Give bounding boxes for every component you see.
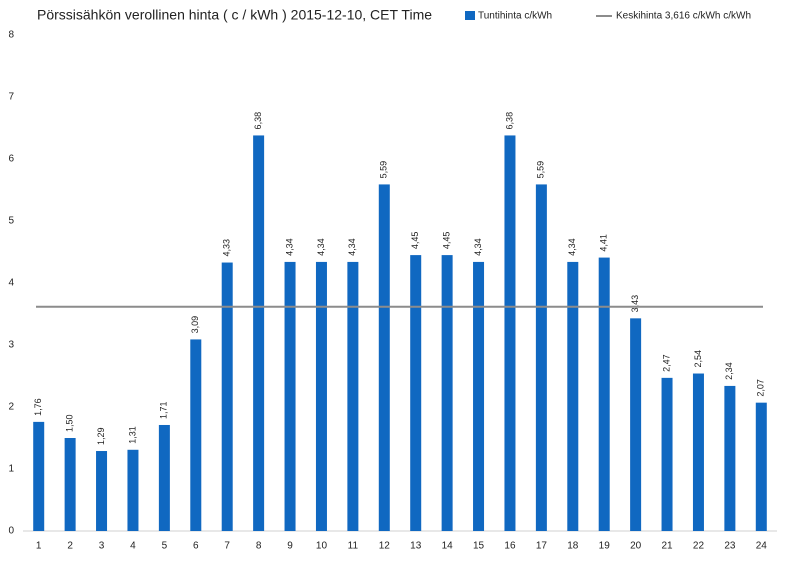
legend-swatch — [465, 11, 475, 20]
x-tick-label: 7 — [224, 541, 230, 552]
y-tick-label: 4 — [8, 278, 14, 289]
bar — [535, 184, 547, 532]
data-label: 2,34 — [724, 362, 734, 380]
bar — [630, 318, 642, 531]
x-tick-label: 2 — [67, 541, 73, 552]
data-label: 3,43 — [630, 295, 640, 313]
data-label: 6,38 — [253, 112, 263, 130]
x-tick-label: 16 — [504, 541, 516, 552]
x-tick-label: 19 — [599, 541, 611, 552]
bar — [190, 339, 202, 531]
bar — [410, 255, 422, 531]
bar — [473, 261, 485, 531]
x-tick-label: 6 — [193, 541, 199, 552]
y-tick-label: 0 — [8, 526, 14, 537]
legend-label: Keskihinta 3,616 c/kWh c/kWh — [616, 11, 751, 22]
x-tick-label: 8 — [256, 541, 262, 552]
x-tick-label: 11 — [348, 541, 359, 552]
data-label: 5,59 — [379, 161, 389, 179]
bar — [661, 377, 673, 531]
data-label: 3,09 — [190, 316, 200, 334]
x-tick-label: 3 — [99, 541, 105, 552]
x-tick-label: 12 — [379, 541, 391, 552]
y-tick-label: 3 — [8, 340, 14, 351]
bar — [315, 261, 327, 531]
y-tick-label: 6 — [8, 154, 14, 165]
bar — [347, 261, 359, 531]
data-label: 6,38 — [504, 112, 514, 130]
bar — [221, 262, 233, 531]
data-label: 4,34 — [284, 238, 294, 256]
bar — [692, 373, 704, 531]
bar — [284, 261, 296, 531]
x-tick-label: 18 — [567, 541, 579, 552]
data-label: 4,41 — [599, 234, 609, 252]
data-label: 4,34 — [316, 238, 326, 256]
x-tick-label: 4 — [130, 541, 136, 552]
bar — [755, 402, 767, 531]
legend-label: Tuntihinta c/kWh — [478, 11, 552, 22]
bar — [567, 261, 579, 531]
bar — [158, 424, 170, 531]
y-tick-label: 7 — [8, 92, 14, 103]
bar — [96, 451, 108, 531]
data-label: 1,31 — [127, 426, 137, 444]
chart-title: Pörssisähkön verollinen hinta ( c / kWh … — [37, 7, 432, 23]
data-label: 4,45 — [410, 232, 420, 250]
bar — [441, 255, 453, 531]
data-label: 4,34 — [347, 238, 357, 256]
data-label: 2,07 — [756, 379, 766, 397]
data-label: 1,50 — [65, 414, 75, 432]
x-tick-label: 15 — [473, 541, 485, 552]
bar — [598, 257, 610, 531]
x-tick-label: 22 — [693, 541, 705, 552]
x-tick-label: 5 — [162, 541, 168, 552]
x-tick-label: 17 — [536, 541, 548, 552]
data-label: 5,59 — [536, 161, 546, 179]
bar — [33, 421, 45, 531]
bar — [127, 449, 139, 531]
x-tick-label: 14 — [442, 541, 454, 552]
x-tick-label: 1 — [36, 541, 42, 552]
data-label: 1,71 — [159, 401, 169, 419]
data-label: 4,33 — [222, 239, 232, 257]
y-tick-label: 1 — [8, 464, 14, 475]
data-label: 4,34 — [567, 238, 577, 256]
data-label: 1,29 — [96, 427, 106, 445]
x-tick-label: 10 — [316, 541, 328, 552]
bar — [64, 438, 76, 531]
data-label: 4,34 — [473, 238, 483, 256]
x-tick-label: 20 — [630, 541, 642, 552]
x-tick-label: 9 — [287, 541, 293, 552]
y-tick-label: 2 — [8, 402, 14, 413]
bar — [378, 184, 390, 532]
x-tick-label: 13 — [410, 541, 422, 552]
data-label: 1,76 — [33, 398, 43, 416]
bar — [504, 135, 516, 531]
y-tick-label: 8 — [8, 30, 14, 41]
x-tick-label: 24 — [756, 541, 768, 552]
data-label: 2,54 — [693, 350, 703, 368]
bar — [253, 135, 265, 531]
data-label: 2,47 — [661, 354, 671, 372]
bar — [724, 385, 736, 531]
x-tick-label: 23 — [724, 541, 736, 552]
data-label: 4,45 — [442, 232, 452, 250]
x-tick-label: 21 — [661, 541, 673, 552]
y-tick-label: 5 — [8, 216, 14, 227]
